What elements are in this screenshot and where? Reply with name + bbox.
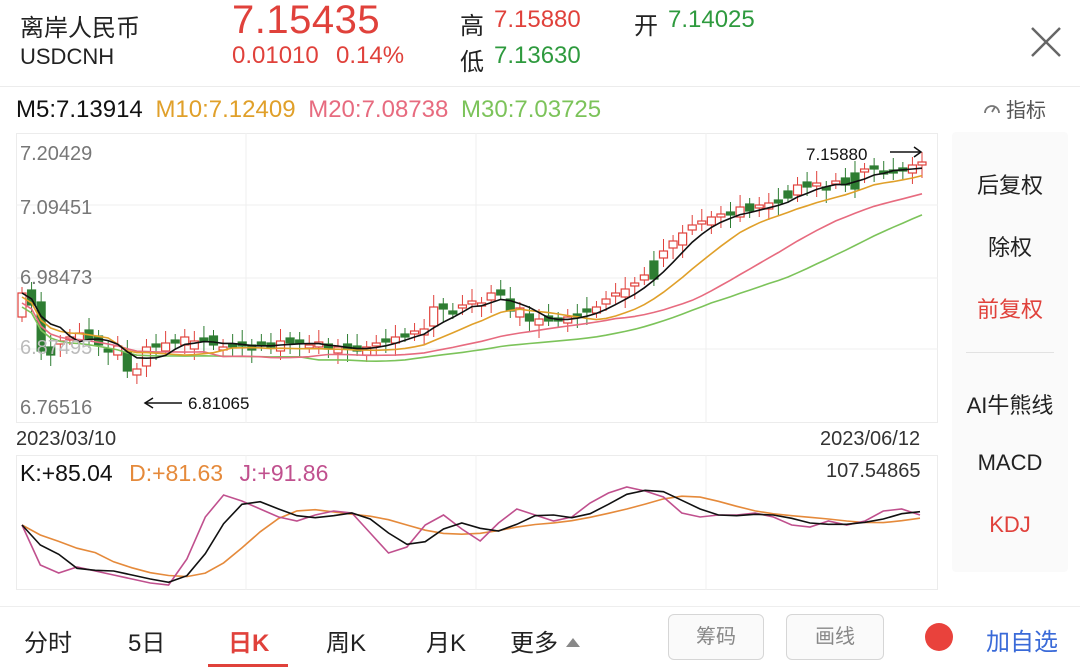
tab-intraday[interactable]: 分时 — [24, 630, 72, 657]
y-label-4: 6.87495 — [20, 337, 92, 359]
min-annotation: 6.81065 — [143, 394, 249, 413]
tab-daily-k[interactable]: 日K — [228, 630, 270, 657]
period-tabs: 分时 5日 日K 周K 月K 更多 — [0, 606, 1080, 667]
min-annotation-value: 6.81065 — [188, 394, 249, 413]
record-dot-icon[interactable] — [925, 623, 953, 651]
add-watchlist-button[interactable]: 加自选 — [986, 629, 1058, 656]
y-label-2: 7.09451 — [20, 197, 92, 219]
y-label-1: 7.20429 — [20, 143, 92, 165]
tab-5day[interactable]: 5日 — [128, 630, 166, 657]
active-tab-indicator — [208, 664, 288, 667]
option-macd[interactable]: MACD — [977, 450, 1043, 475]
kdj-lines — [21, 486, 921, 586]
draw-line-button[interactable]: 画线 — [786, 614, 884, 660]
tab-monthly-k[interactable]: 月K — [426, 630, 467, 657]
max-arrow-head — [913, 146, 923, 158]
kdj-k-value: K:+85.04 — [20, 460, 113, 486]
instrument-name: 离岸人民币 — [20, 15, 140, 42]
header-divider — [0, 86, 1080, 87]
ma10-label: M10:7.12409 — [155, 96, 296, 123]
ma-lines — [21, 167, 923, 363]
high-label: 高 — [460, 13, 484, 40]
indicator-label: 指标 — [1006, 100, 1046, 122]
close-icon[interactable] — [1026, 22, 1066, 62]
quote-header: 离岸人民币 USDCNH 7.15435 0.01010 0.14% 高 7.1… — [0, 0, 1080, 86]
indicator-button[interactable]: 指标 — [982, 94, 1046, 123]
min-arrow-head — [143, 397, 154, 409]
max-annotation-value: 7.15880 — [806, 145, 867, 164]
caret-up-icon — [566, 638, 580, 647]
price-change-pct: 0.14% — [336, 42, 405, 69]
price-change: 0.01010 — [232, 42, 319, 69]
tab-more-label: 更多 — [510, 630, 558, 657]
option-kdj[interactable]: KDJ — [989, 512, 1031, 537]
high-value: 7.15880 — [494, 6, 581, 33]
candlestick-chart[interactable]: 7.20429 7.09451 6.98473 6.87495 6.76516 … — [16, 133, 938, 423]
open-value: 7.14025 — [668, 6, 755, 33]
option-ai-bull-bear[interactable]: AI牛熊线 — [966, 393, 1054, 418]
tab-more[interactable]: 更多 — [510, 623, 580, 658]
kdj-chart[interactable] — [16, 455, 938, 590]
tab-weekly-k[interactable]: 周K — [326, 630, 367, 657]
kdj-grid — [16, 455, 938, 590]
y-label-3: 6.98473 — [20, 267, 92, 289]
ma-legend: M5:7.13914 M10:7.12409 M20:7.08738 M30:7… — [16, 96, 607, 124]
panel-divider — [966, 352, 1054, 353]
ma30-label: M30:7.03725 — [461, 96, 602, 123]
chart-options-panel: 后复权 除权 前复权 AI牛熊线 MACD KDJ — [952, 132, 1068, 572]
chips-button[interactable]: 筹码 — [668, 614, 764, 660]
option-ex-rights[interactable]: 除权 — [987, 235, 1032, 260]
gauge-icon — [984, 104, 1000, 113]
max-annotation: 7.15880 — [806, 145, 923, 164]
low-value: 7.13630 — [494, 42, 581, 69]
y-axis-labels: 7.20429 7.09451 6.98473 6.87495 6.76516 — [20, 143, 92, 419]
ma20-label: M20:7.08738 — [308, 96, 449, 123]
kdj-legend: K:+85.04 D:+81.63 J:+91.86 — [20, 460, 338, 487]
end-date: 2023/06/12 — [820, 428, 921, 450]
kdj-max-value: 107.54865 — [826, 460, 921, 482]
option-pre-adjusted[interactable]: 前复权 — [976, 297, 1043, 322]
open-label: 开 — [634, 13, 658, 40]
y-label-5: 6.76516 — [20, 397, 92, 419]
kdj-d-value: D:+81.63 — [129, 460, 224, 486]
option-post-adjusted[interactable]: 后复权 — [976, 173, 1043, 198]
last-price: 7.15435 — [232, 0, 381, 42]
low-label: 低 — [460, 49, 484, 76]
instrument-code: USDCNH — [20, 44, 115, 69]
ma5-label: M5:7.13914 — [16, 96, 143, 123]
start-date: 2023/03/10 — [16, 428, 117, 450]
kchart-grid — [16, 133, 938, 423]
kdj-j-value: J:+91.86 — [239, 460, 329, 486]
